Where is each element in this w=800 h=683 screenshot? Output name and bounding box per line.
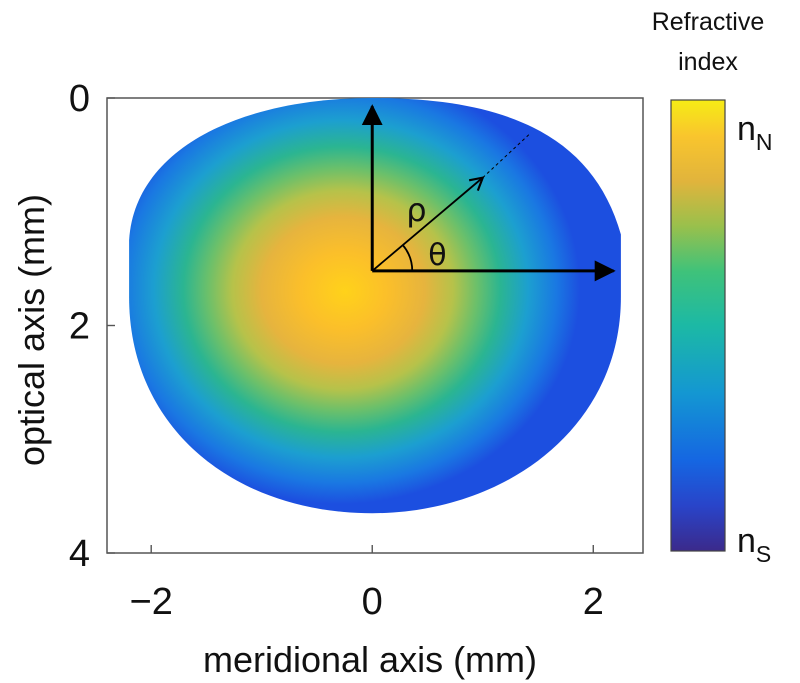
y-tick-label: 0 [69,78,90,120]
rho-radial-arrow [371,176,485,272]
annotation-arrows: ρθ [361,104,616,282]
lens-heatmap [129,98,621,514]
x-tick-label: 2 [583,581,604,623]
colorbar-gradient [670,99,726,552]
colorbar-bottom-label: nS [737,522,771,567]
x-tick-label: 0 [362,581,383,623]
lens-refractive-index-map [129,98,621,514]
colorbar-top-label: nN [737,110,773,155]
colorbar: Refractive index nN nS [652,8,773,567]
axis-ticks: −2 0 2 0 2 4 [69,78,604,623]
x-tick-label: −2 [130,581,173,623]
rho-label: ρ [406,191,426,229]
colorbar-title-line2: index [678,48,738,76]
y-tick-label: 4 [69,533,90,575]
theta-label: θ [428,238,446,273]
y-axis-label: optical axis (mm) [11,194,52,466]
rho-dashed-extension [482,134,530,178]
theta-angle-arc [402,244,414,271]
colorbar-title-line1: Refractive [652,8,765,36]
y-tick-label: 2 [69,306,90,348]
x-axis-label: meridional axis (mm) [203,639,537,680]
